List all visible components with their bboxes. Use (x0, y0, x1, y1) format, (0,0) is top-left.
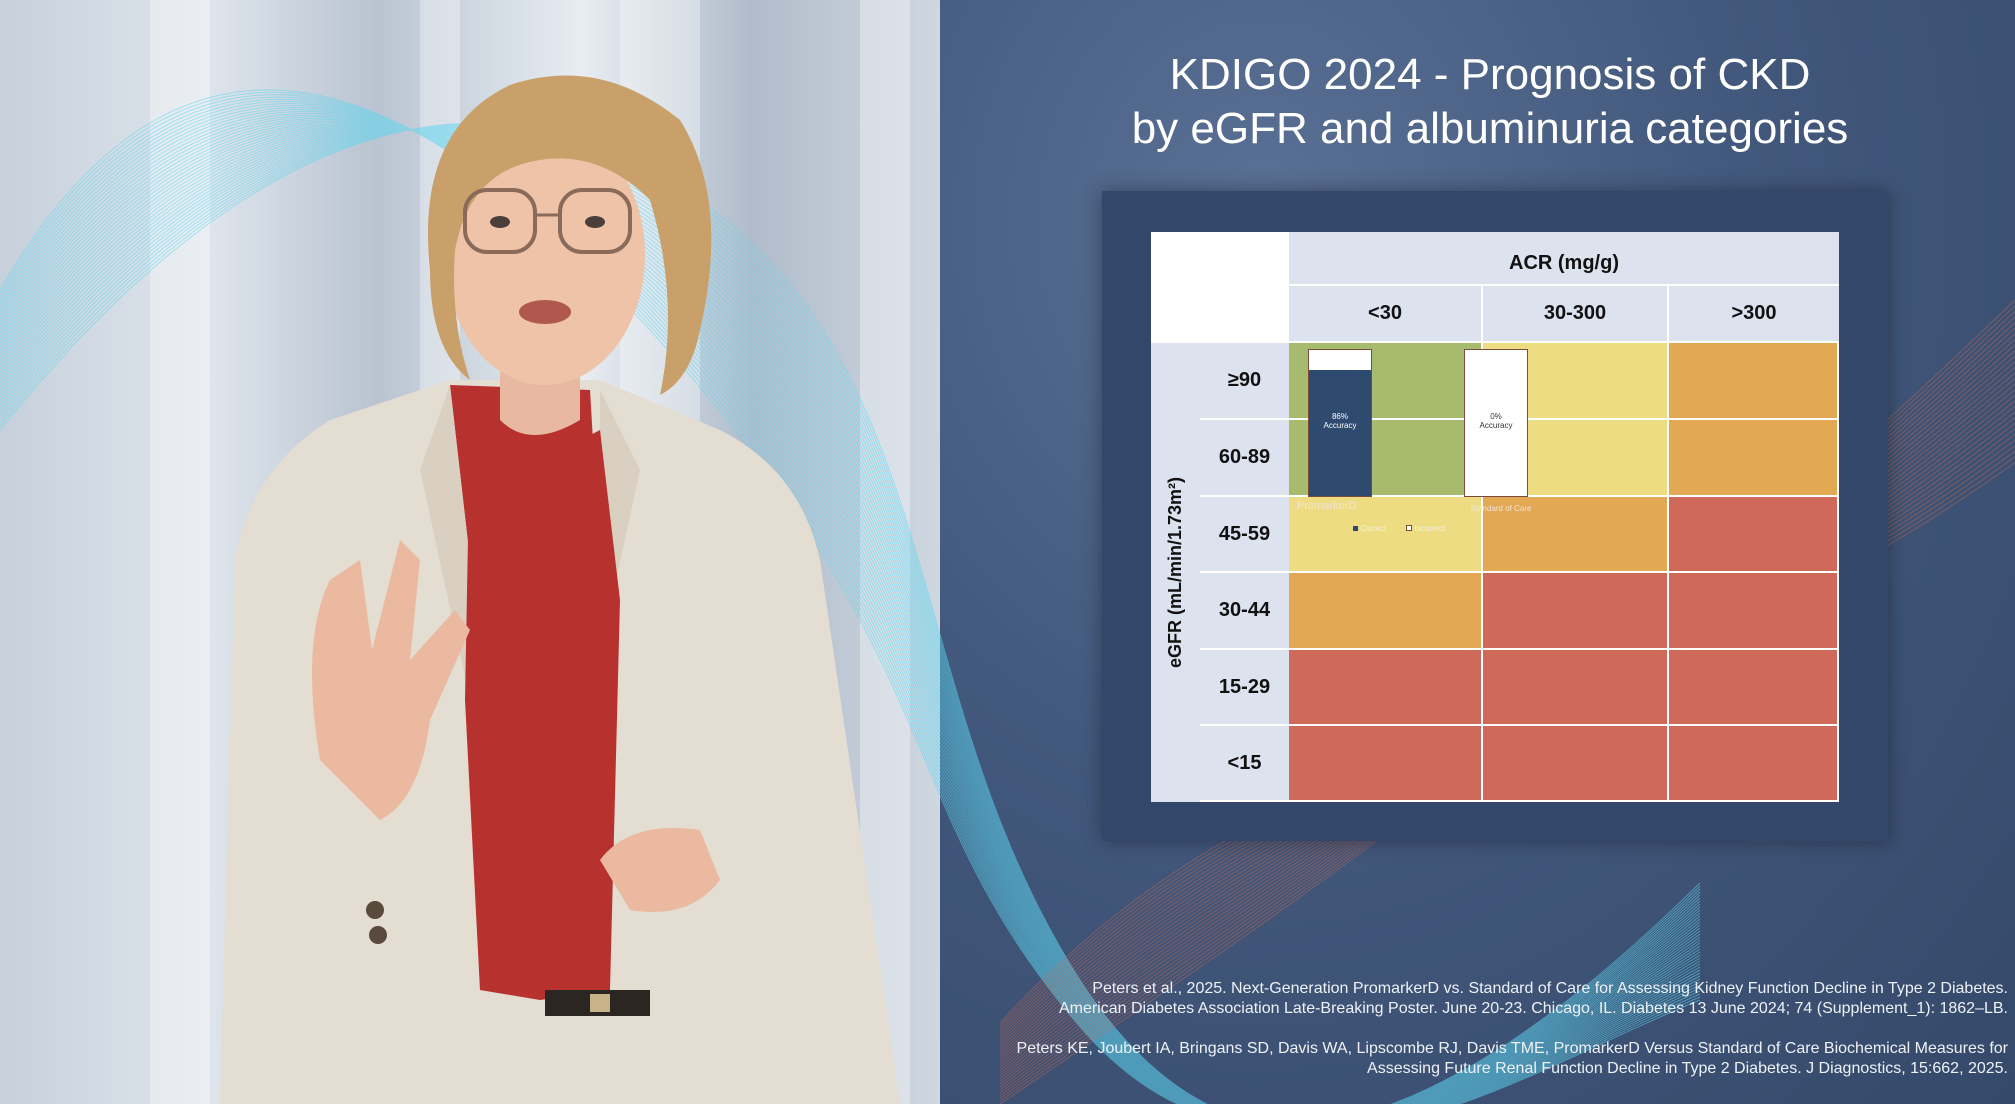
cyan-wave-line (0, 129, 1701, 1104)
cyan-wave-line (0, 128, 1701, 1104)
presenter-figure (220, 75, 900, 1104)
promarkerd-accuracy-text: 86% Accuracy (1309, 412, 1371, 430)
cyan-wave-line (0, 128, 1701, 1104)
cyan-wave-line (0, 129, 1701, 1104)
slide-title: KDIGO 2024 - Prognosis of CKD by eGFR an… (1040, 48, 1940, 156)
egfr-category-lt15: <15 (1200, 726, 1289, 802)
citation-2: Peters KE, Joubert IA, Bringans SD, Davi… (908, 1039, 2008, 1079)
risk-cell-r3-c0 (1289, 573, 1483, 650)
citation-1: Peters et al., 2025. Next-Generation Pro… (908, 979, 2008, 1019)
promarkerd-accuracy-label: Accuracy (1323, 421, 1357, 430)
cyan-wave-line (0, 116, 1701, 1104)
cyan-wave-line (0, 98, 1701, 1104)
egfr-axis-text: eGFR (mL/min/1.73m²) (1165, 476, 1185, 669)
soc-accuracy-value: 0% (1490, 412, 1502, 421)
cyan-wave-line (0, 127, 1701, 1104)
cyan-wave-line (0, 101, 1701, 1104)
risk-cell-r4-c2 (1669, 650, 1839, 726)
cyan-wave-line (0, 105, 1701, 1104)
acr-category-lt30: <30 (1289, 284, 1483, 341)
acr-header: ACR (mg/g) (1289, 232, 1839, 284)
slide-title-line-2: by eGFR and albuminuria categories (1131, 104, 1849, 153)
cyan-wave-line (0, 96, 1701, 1104)
cyan-wave-line (0, 107, 1701, 1104)
cyan-wave-line (0, 94, 1701, 1104)
cyan-wave-line (0, 110, 1701, 1104)
cyan-wave-line (0, 121, 1701, 1104)
risk-cell-r5-c2 (1669, 726, 1839, 802)
soc-accuracy-text: 0% Accuracy (1465, 412, 1527, 430)
citation-2-line-1: Peters KE, Joubert IA, Bringans SD, Davi… (1016, 1040, 2008, 1057)
cyan-wave-line (0, 124, 1701, 1104)
cyan-wave-line (0, 128, 1701, 1104)
cyan-wave-line (0, 89, 1701, 1104)
egfr-axis-label: eGFR (mL/min/1.73m²) (1151, 343, 1200, 802)
cyan-wave-line (0, 125, 1701, 1104)
cyan-wave-line (0, 127, 1701, 1104)
cyan-wave-line (0, 129, 1701, 1104)
promarkerd-bar-fill (1309, 370, 1371, 496)
acr-category-gt300: >300 (1669, 284, 1839, 341)
cyan-wave-line (0, 123, 1701, 1104)
soc-label: Standard of Care (1470, 504, 1532, 513)
risk-cell-r2-c1 (1483, 497, 1669, 573)
legend-incorrect: Incorrect (1406, 524, 1476, 533)
cyan-wave-line (0, 119, 1701, 1104)
cyan-wave-line (0, 128, 1701, 1104)
risk-cell-r4-c0 (1289, 650, 1483, 726)
risk-cell-r2-c0 (1289, 497, 1483, 573)
citation-2-line-2: Assessing Future Renal Function Decline … (1367, 1060, 2008, 1077)
legend-incorrect-swatch (1406, 525, 1412, 531)
cyan-wave-line (0, 122, 1701, 1104)
soc-bar-track (1464, 349, 1528, 497)
legend-correct-swatch (1353, 526, 1358, 531)
risk-cell-r0-c2 (1669, 343, 1839, 420)
cyan-wave-line (0, 127, 1701, 1104)
promarkerd-label: PromarkerD (1297, 500, 1357, 512)
egfr-category-15-29: 15-29 (1200, 650, 1289, 726)
risk-cell-r2-c2 (1669, 497, 1839, 573)
slide-title-line-1: KDIGO 2024 - Prognosis of CKD (1169, 50, 1811, 99)
cyan-wave-line (0, 129, 1701, 1104)
cyan-wave-line (0, 120, 1701, 1104)
cyan-wave-line (0, 109, 1701, 1104)
cyan-wave-line (0, 124, 1701, 1104)
cyan-wave-line (0, 91, 1701, 1104)
cyan-wave-line (0, 117, 1701, 1104)
egfr-category-ge90: ≥90 (1200, 343, 1289, 420)
legend-incorrect-label: Incorrect (1414, 524, 1446, 533)
legend-correct-label: Correct (1360, 524, 1387, 533)
cyan-wave-line (0, 125, 1701, 1104)
legend-correct: Correct (1353, 524, 1423, 533)
cyan-wave-line (0, 127, 1701, 1104)
risk-cell-r5-c0 (1289, 726, 1483, 802)
egfr-category-60-89: 60-89 (1200, 420, 1289, 497)
risk-cell-r3-c2 (1669, 573, 1839, 650)
cyan-wave-line (0, 125, 1701, 1104)
kdigo-prognosis-grid: ACR (mg/g) <30 30-300 >300 eGFR (mL/min/… (1151, 232, 1839, 802)
cyan-wave-line (0, 126, 1701, 1104)
egfr-category-30-44: 30-44 (1200, 573, 1289, 650)
cyan-wave-line (0, 126, 1701, 1104)
cyan-wave-line (0, 112, 1701, 1104)
citation-1-line-1: Peters et al., 2025. Next-Generation Pro… (1092, 980, 2008, 997)
risk-cell-r3-c1 (1483, 573, 1669, 650)
cyan-wave-line (0, 103, 1701, 1104)
risk-cell-r1-c2 (1669, 420, 1839, 497)
soc-accuracy-label: Accuracy (1479, 421, 1513, 430)
cyan-wave-line (0, 114, 1701, 1104)
risk-cell-r5-c1 (1483, 726, 1669, 802)
risk-cell-r4-c1 (1483, 650, 1669, 726)
cyan-wave-line (0, 122, 1701, 1104)
acr-category-30-300: 30-300 (1483, 284, 1669, 341)
egfr-category-45-59: 45-59 (1200, 497, 1289, 573)
promarkerd-accuracy-value: 86% (1331, 412, 1348, 421)
citation-1-line-2: American Diabetes Association Late-Break… (1058, 1000, 2008, 1017)
